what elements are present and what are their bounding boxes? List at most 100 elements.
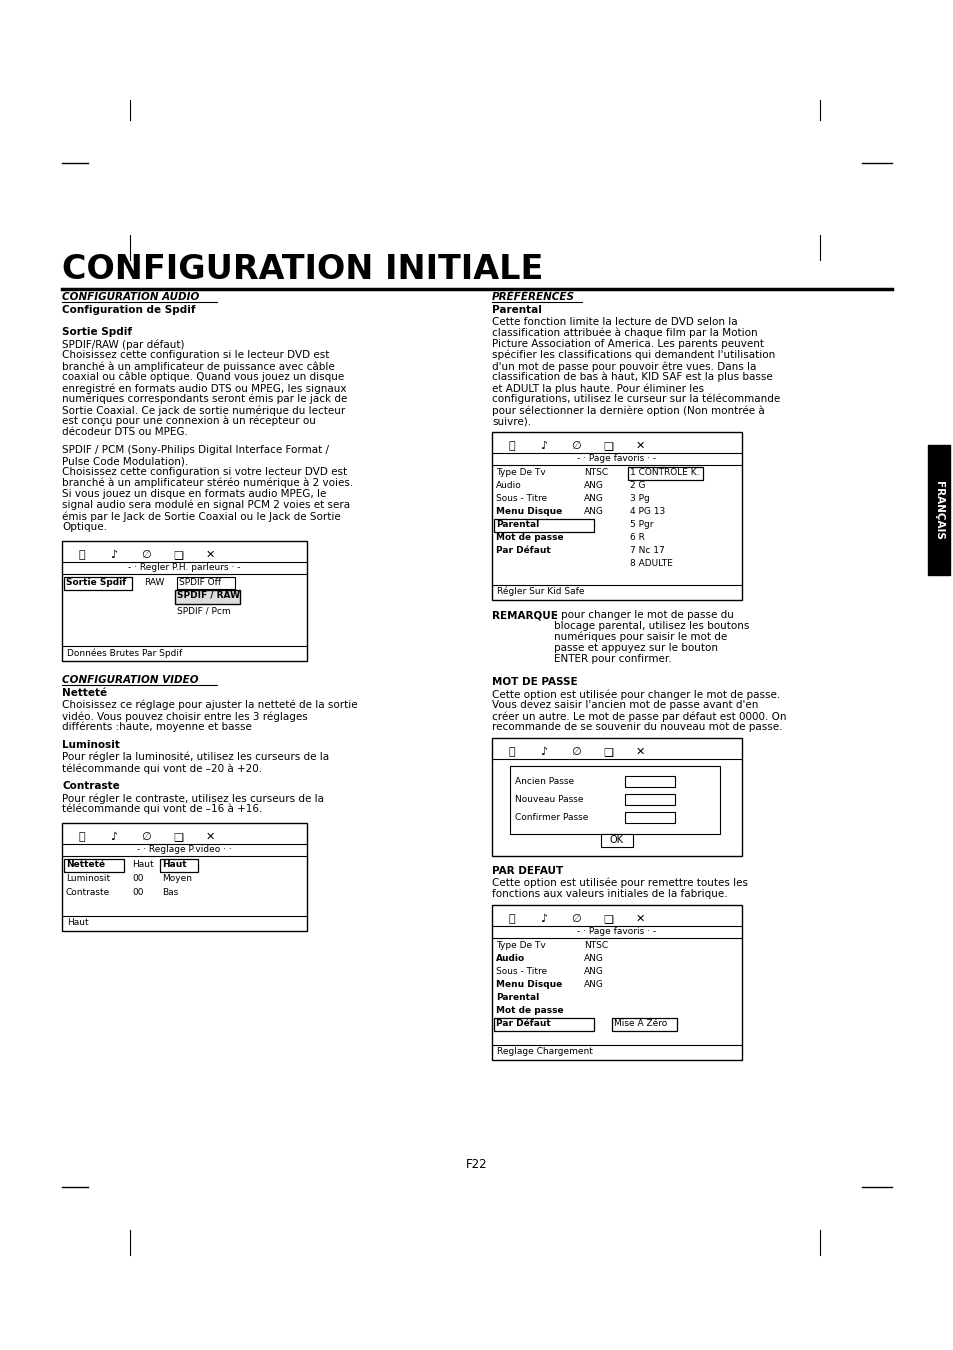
- Text: 3 Pg: 3 Pg: [629, 494, 649, 504]
- Text: SPDIF / PCM (Sony-Philips Digital Interface Format /: SPDIF / PCM (Sony-Philips Digital Interf…: [62, 446, 329, 455]
- Text: Cette fonction limite la lecture de DVD selon la: Cette fonction limite la lecture de DVD …: [492, 317, 737, 327]
- Text: Pulse Code Modulation).: Pulse Code Modulation).: [62, 456, 188, 466]
- Text: 4 PG 13: 4 PG 13: [629, 508, 664, 516]
- Text: branché à un amplificateur de puissance avec câble: branché à un amplificateur de puissance …: [62, 360, 335, 371]
- Text: SPDIF/RAW (par défaut): SPDIF/RAW (par défaut): [62, 339, 184, 350]
- Text: Optique.: Optique.: [62, 522, 107, 532]
- Text: CONFIGURATION AUDIO: CONFIGURATION AUDIO: [62, 292, 199, 302]
- Text: ✕: ✕: [205, 549, 214, 560]
- Text: Audio: Audio: [496, 481, 521, 490]
- Text: - · Regler P.H. parleurs · -: - · Regler P.H. parleurs · -: [128, 563, 240, 572]
- Text: SPDIF / Pcm: SPDIF / Pcm: [177, 606, 231, 616]
- Text: Reglage Chargement: Reglage Chargement: [497, 1048, 592, 1056]
- Text: spécifier les classifications qui demandent l'utilisation: spécifier les classifications qui demand…: [492, 350, 775, 360]
- Text: ANG: ANG: [583, 494, 603, 504]
- Text: Choisissez cette configuration si le lecteur DVD est: Choisissez cette configuration si le lec…: [62, 350, 329, 360]
- Bar: [492, 904, 741, 1060]
- Text: ANG: ANG: [583, 954, 603, 963]
- Text: FRANÇAIS: FRANÇAIS: [933, 481, 943, 540]
- Text: CONFIGURATION INITIALE: CONFIGURATION INITIALE: [62, 252, 543, 286]
- Text: Mot de passe: Mot de passe: [496, 533, 563, 541]
- Bar: [160, 859, 198, 872]
- Text: SPDIF / RAW: SPDIF / RAW: [177, 591, 240, 599]
- Text: Sous - Titre: Sous - Titre: [496, 494, 547, 504]
- Text: Menu Disque: Menu Disque: [496, 980, 561, 990]
- Text: Régler Sur Kid Safe: Régler Sur Kid Safe: [497, 587, 584, 597]
- Text: NTSC: NTSC: [583, 941, 607, 950]
- Text: ⌖: ⌖: [78, 549, 85, 560]
- Text: ♪: ♪: [539, 747, 547, 757]
- Text: Pour régler la luminosité, utilisez les curseurs de la: Pour régler la luminosité, utilisez les …: [62, 752, 329, 763]
- Text: 5 Pgr: 5 Pgr: [629, 520, 653, 529]
- Text: ANG: ANG: [583, 481, 603, 490]
- Bar: [494, 1018, 594, 1031]
- Text: Netteté: Netteté: [66, 860, 105, 869]
- Text: ❑: ❑: [602, 914, 613, 923]
- Text: RAW: RAW: [144, 578, 164, 587]
- Bar: [494, 518, 594, 532]
- Text: pour sélectionner la dernière option (Non montrée à: pour sélectionner la dernière option (No…: [492, 405, 764, 416]
- Text: Moyen: Moyen: [162, 873, 192, 883]
- Text: ❑: ❑: [172, 832, 183, 842]
- Text: émis par le Jack de Sortie Coaxial ou le Jack de Sortie: émis par le Jack de Sortie Coaxial ou le…: [62, 512, 340, 521]
- Text: Haut: Haut: [132, 860, 153, 869]
- Text: coaxial ou câble optique. Quand vous jouez un disque: coaxial ou câble optique. Quand vous jou…: [62, 373, 344, 382]
- Text: classification de bas à haut, KID SAF est la plus basse: classification de bas à haut, KID SAF es…: [492, 373, 772, 382]
- Text: ✕: ✕: [635, 441, 644, 451]
- Text: suivre).: suivre).: [492, 416, 531, 427]
- Text: Luminosit: Luminosit: [66, 873, 110, 883]
- Text: Haut: Haut: [67, 918, 89, 927]
- Text: Nouveau Passe: Nouveau Passe: [515, 795, 583, 805]
- Text: télécommande qui vont de –20 à +20.: télécommande qui vont de –20 à +20.: [62, 763, 262, 774]
- Bar: [627, 467, 702, 481]
- Text: OK: OK: [609, 836, 623, 845]
- Text: d'un mot de passe pour pouvoir être vues. Dans la: d'un mot de passe pour pouvoir être vues…: [492, 360, 756, 371]
- Text: Par Défaut: Par Défaut: [496, 1019, 550, 1027]
- Bar: [510, 765, 720, 834]
- Bar: [62, 824, 307, 932]
- Bar: [612, 1018, 677, 1031]
- Text: SPDIF Off: SPDIF Off: [179, 578, 221, 587]
- Text: - pour changer le mot de passe du: - pour changer le mot de passe du: [554, 610, 733, 620]
- Text: Parental: Parental: [496, 994, 538, 1002]
- Text: Contraste: Contraste: [62, 782, 120, 791]
- Text: Mot de passe: Mot de passe: [496, 1006, 563, 1015]
- Text: ENTER pour confirmer.: ENTER pour confirmer.: [554, 653, 671, 664]
- Text: PAR DEFAUT: PAR DEFAUT: [492, 865, 562, 876]
- Bar: [927, 446, 949, 575]
- Text: Sortie Spdif: Sortie Spdif: [66, 578, 126, 587]
- Text: NTSC: NTSC: [583, 468, 607, 477]
- Text: ♪: ♪: [539, 914, 547, 923]
- Text: MOT DE PASSE: MOT DE PASSE: [492, 676, 577, 687]
- Text: ❑: ❑: [172, 549, 183, 560]
- Text: Cette option est utilisée pour changer le mot de passe.: Cette option est utilisée pour changer l…: [492, 688, 780, 699]
- Text: PRÉFÉRENCES: PRÉFÉRENCES: [492, 292, 575, 302]
- Text: ♪: ♪: [539, 441, 547, 451]
- Text: décodeur DTS ou MPEG.: décodeur DTS ou MPEG.: [62, 427, 188, 437]
- Text: Ancien Passe: Ancien Passe: [515, 778, 574, 786]
- Text: Type De Tv: Type De Tv: [496, 468, 545, 477]
- Text: 00: 00: [132, 873, 143, 883]
- Text: Sortie Coaxial. Ce jack de sortie numérique du lecteur: Sortie Coaxial. Ce jack de sortie numéri…: [62, 405, 345, 416]
- Bar: [492, 738, 741, 856]
- Text: télécommande qui vont de –16 à +16.: télécommande qui vont de –16 à +16.: [62, 805, 262, 814]
- Text: Type De Tv: Type De Tv: [496, 941, 545, 950]
- Text: classification attribuée à chaque film par la Motion: classification attribuée à chaque film p…: [492, 328, 757, 339]
- Text: ♪: ♪: [111, 832, 117, 842]
- Bar: [177, 576, 234, 589]
- Text: et ADULT la plus haute. Pour éliminer les: et ADULT la plus haute. Pour éliminer le…: [492, 383, 703, 393]
- Bar: [624, 811, 675, 824]
- Text: Bas: Bas: [162, 888, 178, 896]
- Text: passe et appuyez sur le bouton: passe et appuyez sur le bouton: [554, 643, 718, 653]
- Text: différents :haute, moyenne et basse: différents :haute, moyenne et basse: [62, 722, 252, 733]
- Text: Données Brutes Par Spdif: Données Brutes Par Spdif: [67, 648, 182, 657]
- Text: ∅: ∅: [571, 441, 580, 451]
- Text: ❑: ❑: [602, 747, 613, 757]
- Text: Netteté: Netteté: [62, 688, 107, 698]
- Text: ♪: ♪: [111, 549, 117, 560]
- Bar: [492, 432, 741, 599]
- Text: - · Page favoris · -: - · Page favoris · -: [577, 927, 656, 936]
- Bar: [64, 859, 124, 872]
- Bar: [624, 794, 675, 805]
- Bar: [624, 776, 675, 787]
